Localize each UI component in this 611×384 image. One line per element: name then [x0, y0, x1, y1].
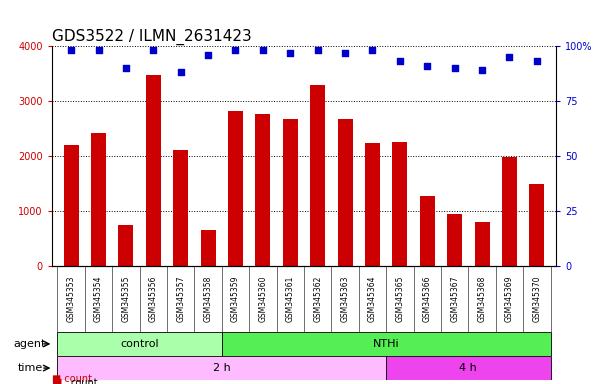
- Text: GSM345364: GSM345364: [368, 276, 377, 322]
- Point: [176, 70, 186, 76]
- Text: GSM345363: GSM345363: [340, 276, 349, 322]
- Point: [368, 47, 378, 53]
- Bar: [200, 230, 216, 266]
- Bar: [475, 222, 489, 266]
- Bar: [91, 133, 106, 266]
- Bar: [173, 151, 188, 266]
- Bar: [57, 332, 222, 356]
- Bar: [529, 184, 544, 266]
- Point: [422, 63, 432, 69]
- Point: [313, 47, 323, 53]
- Bar: [255, 114, 271, 266]
- Text: GSM345360: GSM345360: [258, 276, 268, 322]
- Bar: [337, 119, 353, 266]
- Point: [148, 47, 158, 53]
- Bar: [283, 119, 298, 266]
- Point: [258, 47, 268, 53]
- Bar: [392, 142, 408, 266]
- Text: GSM345358: GSM345358: [203, 276, 213, 322]
- Text: GDS3522 / ILMN_2631423: GDS3522 / ILMN_2631423: [52, 28, 252, 45]
- Text: GSM345366: GSM345366: [423, 276, 432, 322]
- Text: 4 h: 4 h: [459, 363, 477, 373]
- Text: GSM345367: GSM345367: [450, 276, 459, 322]
- Point: [477, 67, 487, 73]
- Bar: [119, 225, 133, 266]
- Point: [66, 47, 76, 53]
- Text: GSM345370: GSM345370: [532, 276, 541, 322]
- Text: GSM345353: GSM345353: [67, 276, 76, 322]
- Text: agent: agent: [14, 339, 46, 349]
- Text: GSM345365: GSM345365: [395, 276, 404, 322]
- Text: GSM345368: GSM345368: [478, 276, 486, 322]
- Text: 2 h: 2 h: [213, 363, 231, 373]
- Bar: [502, 157, 517, 266]
- Point: [532, 58, 542, 65]
- Bar: [447, 214, 462, 266]
- Point: [93, 47, 103, 53]
- Point: [121, 65, 131, 71]
- Text: GSM345359: GSM345359: [231, 276, 240, 322]
- Text: GSM345355: GSM345355: [122, 276, 130, 322]
- Text: GSM345369: GSM345369: [505, 276, 514, 322]
- Text: ■: ■: [52, 378, 62, 384]
- Bar: [146, 74, 161, 266]
- Point: [285, 50, 295, 56]
- Text: GSM345354: GSM345354: [94, 276, 103, 322]
- Bar: [386, 356, 551, 380]
- Text: GSM345362: GSM345362: [313, 276, 322, 322]
- Bar: [222, 332, 551, 356]
- Point: [450, 65, 459, 71]
- Point: [505, 54, 514, 60]
- Text: NTHi: NTHi: [373, 339, 400, 349]
- Bar: [57, 356, 386, 380]
- Bar: [365, 143, 380, 266]
- Text: time: time: [17, 363, 43, 373]
- Text: GSM345357: GSM345357: [176, 276, 185, 322]
- Text: ■ count: ■ count: [52, 374, 92, 384]
- Point: [395, 58, 404, 65]
- Point: [340, 50, 350, 56]
- Bar: [228, 111, 243, 266]
- Text: GSM345356: GSM345356: [149, 276, 158, 322]
- Bar: [310, 85, 325, 266]
- Text: control: control: [120, 339, 159, 349]
- Bar: [64, 145, 79, 266]
- Point: [230, 47, 240, 53]
- Text: GSM345361: GSM345361: [286, 276, 295, 322]
- Point: [203, 52, 213, 58]
- Bar: [420, 195, 435, 266]
- Text: count: count: [70, 378, 98, 384]
